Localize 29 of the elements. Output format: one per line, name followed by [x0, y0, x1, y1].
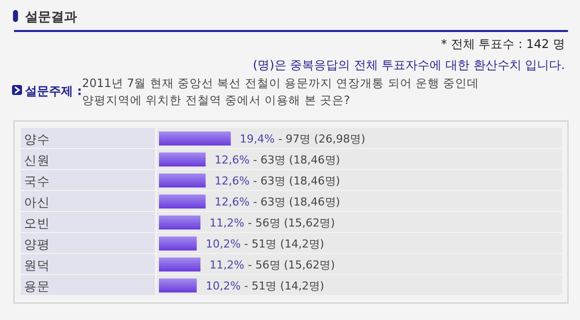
data-label: 12,6% - 63명 (18,46명): [214, 196, 340, 208]
data-label: 10,2% - 51명 (14,2명): [206, 238, 324, 250]
bar: [159, 236, 197, 250]
bar: [159, 216, 200, 230]
y-tick-label: 양평: [24, 236, 50, 252]
y-tick-label: 오빈: [24, 216, 50, 230]
text: 2011년 7월 현재 중앙선 복선 전철이 용문까지 연장개통 되어 운행 중인데 양평지역에 위치한 전철역 중에서 이용해 본 곳은?: [82, 76, 480, 107]
data-label: 12,6% - 63명 (18,46명): [214, 154, 340, 166]
data-label: 11,2% - 56명 (15,62명): [209, 258, 335, 272]
text: 설문주제 :: [24, 84, 82, 98]
bar: [159, 132, 231, 146]
y-tick-label: 아신: [24, 194, 50, 210]
bar: [159, 278, 197, 292]
bar: [159, 194, 206, 208]
text: (명)은 중복응답의 전체 투표자수에 대한 환산수치 입니다.: [252, 58, 565, 72]
text: 설문결과: [25, 10, 77, 25]
y-tick-label: 양수: [24, 132, 50, 146]
bar: [159, 258, 200, 272]
y-tick-label: 원덕: [24, 258, 50, 272]
data-label: 10,2% - 51명 (14,2명): [206, 280, 324, 292]
data-label: 19,4% - 97명 (26,98명): [240, 132, 366, 146]
bar: [159, 152, 206, 166]
y-tick-label: 신원: [24, 152, 50, 168]
data-label: 11,2% - 56명 (15,62명): [209, 216, 335, 230]
data-label: 12,6% - 63명 (18,46명): [214, 174, 340, 188]
bar: [159, 174, 206, 188]
y-tick-label: 국수: [24, 174, 50, 188]
text: * 전체 투표수 : 142 명: [440, 37, 565, 51]
y-tick-label: 용문: [24, 278, 50, 294]
